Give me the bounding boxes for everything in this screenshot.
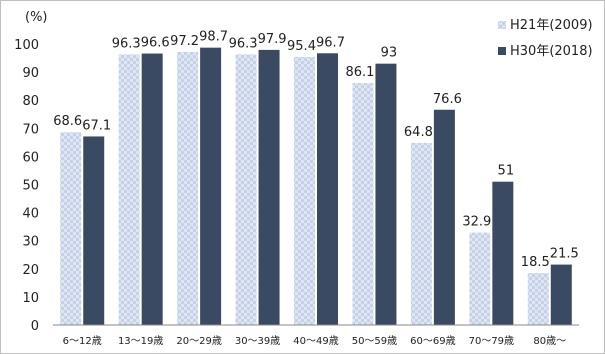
bar-series2 <box>492 181 514 325</box>
y-axis-ticks: 0 10 20 30 40 50 60 70 80 90 100 <box>14 38 39 334</box>
data-label: 96.6 <box>141 36 170 51</box>
y-tick-label: 70 <box>22 122 39 137</box>
data-label: 76.6 <box>433 92 462 107</box>
x-tick-label: 80歳～ <box>533 335 566 347</box>
data-label: 96.3 <box>229 36 258 51</box>
bar-series1 <box>118 54 140 325</box>
data-label: 97.9 <box>258 32 287 47</box>
y-axis-label: (%) <box>25 10 48 25</box>
bar-series2 <box>317 53 338 325</box>
data-label: 32.9 <box>462 215 491 230</box>
x-tick-label: 60～69歳 <box>410 335 455 347</box>
data-label: 95.4 <box>287 39 316 54</box>
x-tick-label: 40～49歳 <box>293 335 338 347</box>
x-axis-labels: 6～12歳 13～19歳 20～29歳 30～39歳 40～49歳 50～59歳 60～69… <box>63 335 566 347</box>
bar-series2 <box>200 47 222 325</box>
legend-swatch <box>498 21 506 29</box>
y-tick-label: 100 <box>14 38 39 53</box>
legend-label: H30年(2018) <box>510 44 593 59</box>
y-tick-label: 50 <box>22 179 39 194</box>
x-tick-label: 70～79歳 <box>469 335 514 347</box>
bars-group: 68.6 67.196.3 96.6 97.2 98.7 96.3 97.9 95.4 96.7… <box>53 30 579 326</box>
y-tick-label: 90 <box>22 66 39 81</box>
legend-label: H21年(2009) <box>510 18 593 33</box>
legend: H21年(2009) H30年(2018) <box>498 18 593 59</box>
legend-swatch <box>498 47 506 55</box>
bar-series1 <box>294 56 315 326</box>
bar-series1 <box>469 232 491 325</box>
data-label: 67.1 <box>82 118 111 133</box>
bar-series1 <box>235 54 257 325</box>
data-label: 21.5 <box>550 247 579 262</box>
x-tick-label: 50～59歳 <box>352 335 397 347</box>
data-label: 96.3 <box>112 36 141 51</box>
bar-series1 <box>352 83 374 326</box>
bar-series1 <box>60 132 82 325</box>
data-label: 51 <box>498 164 515 179</box>
data-label: 68.6 <box>53 114 82 129</box>
data-label: 86.1 <box>345 65 374 80</box>
x-tick-label: 20～29歳 <box>176 335 221 347</box>
bar-series2 <box>375 63 397 326</box>
data-label: 93 <box>381 46 398 61</box>
y-tick-label: 60 <box>22 150 39 165</box>
y-tick-label: 40 <box>22 207 39 222</box>
data-label: 96.7 <box>316 35 345 50</box>
y-tick-label: 10 <box>22 291 39 306</box>
bar-series2 <box>258 49 280 325</box>
bar-series2 <box>83 136 105 325</box>
bar-series1 <box>410 142 432 325</box>
data-label: 98.7 <box>199 30 228 45</box>
bar-series2 <box>433 109 455 325</box>
x-tick-label: 13～19歳 <box>118 335 163 347</box>
y-tick-label: 20 <box>22 263 39 278</box>
bar-series1 <box>177 51 199 325</box>
data-label: 97.2 <box>170 34 199 49</box>
bar-series1 <box>527 273 549 325</box>
y-tick-label: 80 <box>22 94 39 109</box>
x-tick-label: 6～12歳 <box>63 335 102 347</box>
bar-series2 <box>550 264 572 325</box>
data-label: 64.8 <box>404 125 433 140</box>
data-label: 18.5 <box>521 255 550 270</box>
y-tick-label: 0 <box>31 319 39 334</box>
x-tick-label: 30～39歳 <box>235 335 280 347</box>
y-tick-label: 30 <box>22 235 39 250</box>
bar-series2 <box>141 53 163 325</box>
